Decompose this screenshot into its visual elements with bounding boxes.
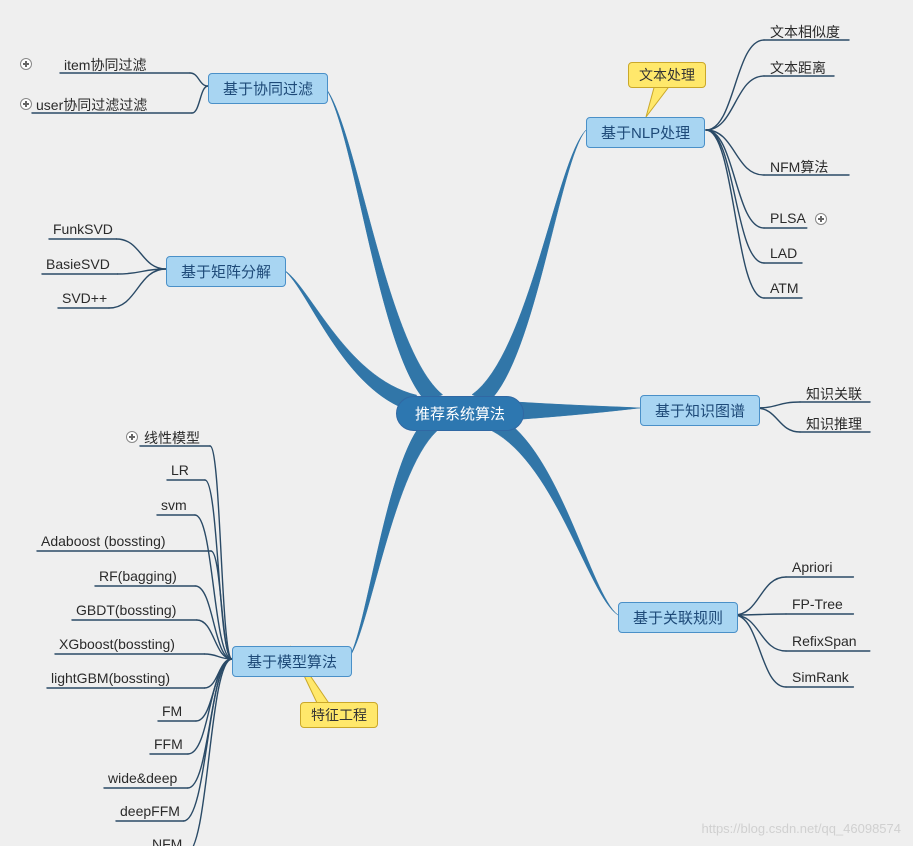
leaf-b4-1: 文本距离 xyxy=(770,58,826,78)
leaf-b2-0: FunkSVD xyxy=(53,221,113,237)
leaf-b3-4: RF(bagging) xyxy=(99,568,177,584)
branch-b5: 基于知识图谱 xyxy=(640,395,760,426)
leaf-b6-1: FP-Tree xyxy=(792,596,843,612)
leaf-b4-0: 文本相似度 xyxy=(770,22,840,42)
leaf-b6-3: SimRank xyxy=(792,669,849,685)
expander-icon[interactable] xyxy=(815,213,827,225)
callout-b4: 文本处理 xyxy=(628,62,706,88)
leaf-b2-1: BasieSVD xyxy=(46,256,110,272)
leaf-b1-1: user协同过滤过滤 xyxy=(36,95,147,115)
root-node: 推荐系统算法 xyxy=(396,396,524,431)
branch-b6: 基于关联规则 xyxy=(618,602,738,633)
leaf-b4-3: PLSA xyxy=(770,210,806,226)
branch-b4: 基于NLP处理 xyxy=(586,117,705,148)
branch-b3: 基于模型算法 xyxy=(232,646,352,677)
leaf-b3-0: 线性模型 xyxy=(144,428,200,448)
leaf-b4-2: NFM算法 xyxy=(770,157,828,177)
leaf-b3-6: XGboost(bossting) xyxy=(59,636,175,652)
leaf-b3-5: GBDT(bossting) xyxy=(76,602,176,618)
leaf-b3-1: LR xyxy=(171,462,189,478)
leaf-b3-11: deepFFM xyxy=(120,803,180,819)
callout-b3: 特征工程 xyxy=(300,702,378,728)
leaf-b4-4: LAD xyxy=(770,245,797,261)
leaf-b6-0: Apriori xyxy=(792,559,832,575)
leaf-b5-1: 知识推理 xyxy=(806,414,862,434)
watermark: https://blog.csdn.net/qq_46098574 xyxy=(702,821,902,836)
leaf-b1-0: item协同过滤 xyxy=(64,55,146,75)
leaf-b3-8: FM xyxy=(162,703,182,719)
leaf-b3-2: svm xyxy=(161,497,187,513)
leaf-b3-12: NFM xyxy=(152,836,182,846)
leaf-b5-0: 知识关联 xyxy=(806,384,862,404)
leaf-b3-9: FFM xyxy=(154,736,183,752)
leaf-b2-2: SVD++ xyxy=(62,290,107,306)
expander-icon[interactable] xyxy=(20,98,32,110)
leaf-b3-7: lightGBM(bossting) xyxy=(51,670,170,686)
leaf-b6-2: RefixSpan xyxy=(792,633,857,649)
expander-icon[interactable] xyxy=(20,58,32,70)
leaf-b3-3: Adaboost (bossting) xyxy=(41,533,166,549)
branch-b1: 基于协同过滤 xyxy=(208,73,328,104)
leaf-b3-10: wide&deep xyxy=(108,770,177,786)
branch-b2: 基于矩阵分解 xyxy=(166,256,286,287)
leaf-b4-5: ATM xyxy=(770,280,799,296)
expander-icon[interactable] xyxy=(126,431,138,443)
